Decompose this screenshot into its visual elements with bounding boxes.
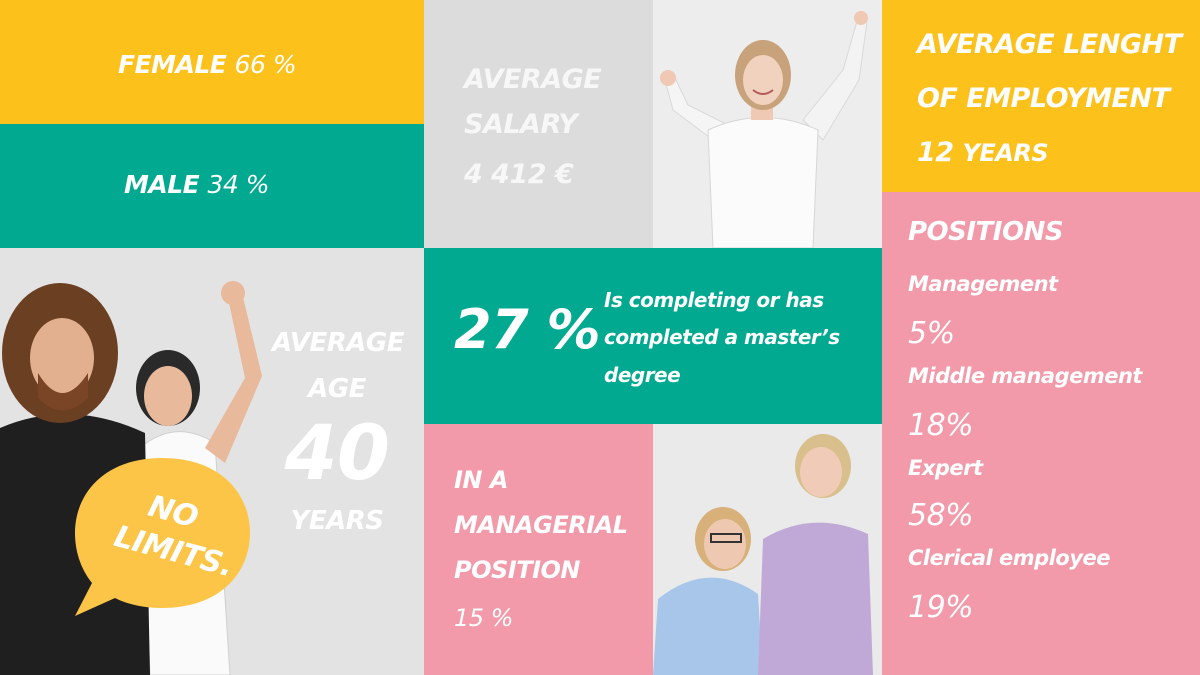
position-label-middle-management: Middle management: [908, 364, 1142, 388]
managerial-label-2: MANAGERIAL: [454, 511, 628, 539]
women-illustration: [653, 424, 882, 675]
age-label-1: AVERAGE: [272, 328, 404, 358]
masters-percent: 27 %: [454, 298, 601, 361]
position-label-management: Management: [908, 272, 1058, 296]
photo-woman-celebrating: [653, 0, 882, 248]
male-stat: MALE 34 %: [124, 170, 269, 199]
salary-value: 4 412 €: [464, 159, 574, 190]
employment-years: 12: [917, 137, 954, 168]
photo-two-people: NO LIMITS. AVERAGE AGE 40 YEARS: [0, 248, 424, 675]
managerial-tile: IN A MANAGERIAL POSITION 15 %: [424, 424, 653, 675]
female-value: 66 %: [234, 50, 297, 79]
no-limits-sign: [75, 458, 250, 616]
masters-tile: 27 % Is completing or has completed a ma…: [424, 248, 882, 424]
employment-label-2: OF EMPLOYMENT: [917, 83, 1170, 114]
position-value-expert: 58%: [908, 498, 974, 533]
male-label: MALE: [124, 170, 200, 199]
salary-label-2: SALARY: [464, 109, 578, 140]
female-tile: FEMALE 66 %: [0, 0, 424, 124]
age-label-2: AGE: [308, 374, 366, 404]
employment-label-1: AVERAGE LENGHT: [917, 29, 1182, 60]
employment-unit: YEARS: [962, 139, 1049, 167]
male-value: 34 %: [207, 170, 269, 199]
masters-desc-2: completed a master’s: [604, 325, 840, 349]
positions-tile: POSITIONS Management 5% Middle managemen…: [882, 192, 1200, 675]
masters-desc-1: Is completing or has: [604, 288, 824, 312]
female-stat: FEMALE 66 %: [118, 50, 297, 79]
masters-desc-3: degree: [604, 363, 681, 387]
salary-tile: AVERAGE SALARY 4 412 €: [424, 0, 653, 248]
managerial-value: 15 %: [454, 604, 513, 632]
age-value: 40: [284, 408, 390, 497]
position-label-clerical: Clerical employee: [908, 546, 1111, 570]
employment-tile: AVERAGE LENGHT OF EMPLOYMENT 12 YEARS: [882, 0, 1200, 192]
male-tile: [0, 124, 424, 248]
position-value-clerical: 19%: [908, 590, 974, 625]
position-value-middle-management: 18%: [908, 408, 974, 443]
positions-title: POSITIONS: [908, 217, 1064, 247]
photo-two-women: [653, 424, 882, 675]
position-value-management: 5%: [908, 316, 955, 351]
managerial-label-1: IN A: [454, 466, 508, 494]
woman-illustration: [653, 0, 882, 248]
position-label-expert: Expert: [908, 456, 983, 480]
female-label: FEMALE: [118, 50, 227, 79]
salary-label-1: AVERAGE: [464, 64, 602, 95]
managerial-label-3: POSITION: [454, 556, 581, 584]
employment-value: 12 YEARS: [917, 126, 1049, 180]
age-unit: YEARS: [290, 506, 384, 536]
